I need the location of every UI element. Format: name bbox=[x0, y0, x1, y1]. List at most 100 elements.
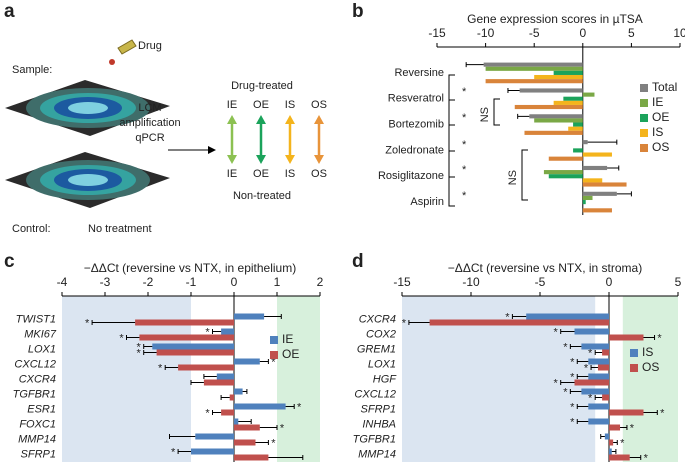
y-tick-label: CXCR4 bbox=[359, 313, 396, 325]
error-bar bbox=[164, 365, 179, 370]
significance-mark: * bbox=[85, 317, 90, 329]
bar bbox=[234, 418, 239, 425]
bar bbox=[582, 165, 608, 171]
threshold-region bbox=[622, 296, 678, 462]
chart-title: Gene expression scores in µTSA bbox=[467, 12, 643, 26]
bar bbox=[526, 313, 609, 320]
bar bbox=[152, 343, 234, 350]
error-bar bbox=[190, 380, 204, 385]
bar bbox=[234, 424, 260, 431]
y-tick-label: MKI67 bbox=[24, 328, 57, 340]
error-bar bbox=[507, 87, 520, 93]
bar bbox=[602, 349, 609, 356]
legend-swatch bbox=[640, 144, 648, 152]
bar bbox=[582, 140, 588, 145]
error-bar bbox=[576, 419, 589, 424]
y-tick-label: TWIST1 bbox=[16, 313, 56, 325]
significance-mark: * bbox=[462, 190, 467, 202]
y-tick-label: LOX1 bbox=[368, 358, 396, 370]
region-label: IE bbox=[227, 168, 237, 180]
error-bar bbox=[212, 410, 222, 415]
error-bar bbox=[607, 165, 620, 171]
bar bbox=[483, 62, 583, 67]
bar bbox=[229, 394, 234, 401]
error-bar bbox=[408, 320, 430, 325]
arrow-head bbox=[256, 155, 266, 164]
significance-mark: * bbox=[171, 446, 176, 458]
bar bbox=[485, 79, 583, 84]
bar bbox=[519, 88, 583, 93]
y-tick-label: TGFBR1 bbox=[353, 433, 396, 445]
bar bbox=[582, 92, 595, 97]
bar bbox=[582, 195, 593, 201]
bar bbox=[604, 433, 609, 440]
error-bar bbox=[594, 350, 603, 355]
bar bbox=[609, 448, 612, 455]
error-bar bbox=[594, 395, 603, 400]
significance-mark: * bbox=[620, 437, 625, 449]
error-bar bbox=[268, 455, 304, 460]
error-bar bbox=[285, 404, 295, 409]
significance-mark: * bbox=[588, 392, 593, 404]
error-bar bbox=[126, 335, 140, 340]
bar bbox=[588, 373, 609, 380]
arrow-head bbox=[256, 115, 266, 124]
error-bar bbox=[259, 425, 278, 430]
drop bbox=[109, 59, 115, 65]
bar bbox=[195, 433, 234, 440]
region-label: IS bbox=[285, 99, 295, 111]
x-tick-label: -10 bbox=[462, 275, 480, 289]
bar bbox=[573, 148, 583, 153]
legend-label: OS bbox=[642, 360, 659, 374]
y-tick-label: Zoledronate bbox=[385, 144, 444, 156]
bar bbox=[524, 130, 583, 135]
significance-mark: * bbox=[584, 362, 589, 374]
panel-label: b bbox=[352, 1, 364, 22]
error-bar bbox=[242, 389, 248, 394]
error-bar bbox=[576, 404, 589, 409]
error-bar bbox=[611, 449, 617, 454]
x-tick-label: 2 bbox=[317, 275, 324, 289]
bar bbox=[553, 100, 583, 105]
region-label: IS bbox=[285, 168, 295, 180]
y-tick-label: MMP14 bbox=[358, 448, 396, 460]
error-bar bbox=[511, 314, 527, 319]
error-bar bbox=[465, 62, 484, 68]
error-bar bbox=[143, 350, 157, 355]
y-tick-label: HGF bbox=[373, 373, 398, 385]
y-tick-label: LOX1 bbox=[28, 343, 56, 355]
sample-label: Sample: bbox=[12, 64, 52, 76]
bar bbox=[609, 424, 621, 431]
bar bbox=[216, 373, 234, 380]
error-bar bbox=[517, 113, 530, 119]
significance-mark: * bbox=[563, 386, 568, 398]
ns-label: NS bbox=[479, 107, 491, 122]
bar bbox=[139, 334, 234, 341]
error-bar bbox=[569, 344, 582, 349]
y-tick-label: Resveratrol bbox=[388, 93, 444, 105]
bar bbox=[548, 156, 583, 161]
significance-mark: * bbox=[402, 317, 407, 329]
error-bar bbox=[600, 434, 605, 439]
bar bbox=[221, 409, 234, 416]
significance-mark: * bbox=[462, 86, 467, 98]
x-tick-label: -10 bbox=[477, 26, 495, 40]
plate bbox=[5, 152, 170, 208]
error-bar bbox=[629, 455, 642, 460]
bar bbox=[234, 313, 265, 320]
legend-label: OE bbox=[282, 347, 299, 361]
significance-mark: * bbox=[570, 416, 575, 428]
bar bbox=[573, 122, 583, 127]
error-bar bbox=[613, 440, 618, 445]
bar bbox=[609, 334, 644, 341]
error-bar bbox=[169, 434, 196, 439]
legend-swatch bbox=[640, 129, 648, 137]
error-bar bbox=[238, 419, 252, 424]
bar bbox=[574, 328, 609, 335]
arrow-head bbox=[227, 155, 237, 164]
bar bbox=[582, 182, 627, 187]
bar bbox=[597, 364, 609, 371]
significance-mark: * bbox=[137, 341, 142, 353]
bar bbox=[485, 66, 583, 71]
bar bbox=[234, 388, 243, 395]
